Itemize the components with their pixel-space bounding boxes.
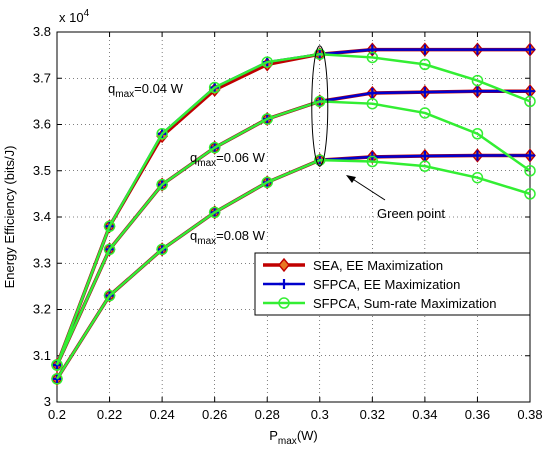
data-point-group1-circle-2 bbox=[156, 178, 168, 191]
legend-label-0: SEA, EE Maximization bbox=[313, 258, 443, 273]
y-multiplier: x 104 bbox=[59, 8, 90, 25]
y-axis-label: Energy Efficiency (bits/J) bbox=[2, 146, 17, 289]
x-tick-label: 0.36 bbox=[465, 407, 490, 422]
data-point-group2-circle-6 bbox=[366, 155, 379, 168]
data-point-group1-circle-9 bbox=[524, 165, 536, 177]
data-point-group1-circle-6 bbox=[366, 97, 379, 110]
data-point-group0-plus-7 bbox=[419, 44, 430, 55]
y-tick-label: 3.8 bbox=[33, 24, 51, 39]
qmax-label-0: qmax=0.04 W bbox=[108, 81, 184, 100]
y-tick-label: 3.4 bbox=[33, 209, 51, 224]
data-point-group0-circle-2 bbox=[156, 128, 168, 140]
y-tick-label: 3.2 bbox=[33, 302, 51, 317]
series-line-group2-circle bbox=[55, 158, 531, 380]
qmax-label-value: =0.04 W bbox=[134, 81, 184, 96]
green-point-label: Green point bbox=[377, 206, 445, 221]
axes: 0.2 0.22 0.24 0.26 0.28 0.3 0.32 0.34 0.36 0.38 3 3… bbox=[2, 8, 543, 447]
x-tick-label: 0.32 bbox=[360, 407, 385, 422]
data-point-group0-circle-6 bbox=[366, 51, 379, 64]
data-point-group0-circle-1 bbox=[103, 220, 116, 232]
qmax-label-sub: max bbox=[115, 89, 134, 100]
data-point-group2-plus-8 bbox=[472, 150, 483, 161]
qmax-label-main: q bbox=[108, 81, 115, 96]
data-point-group2-circle-7 bbox=[419, 160, 431, 172]
qmax-label-value: =0.06 W bbox=[216, 150, 266, 165]
x-tick-label: 0.34 bbox=[412, 407, 437, 422]
legend: SEA, EE Maximization SFPCA, EE Maximizati… bbox=[254, 252, 531, 316]
x-tick-label: 0.3 bbox=[311, 407, 329, 422]
grid bbox=[56, 31, 531, 403]
data-point-group2-circle-8 bbox=[471, 171, 484, 184]
qmax-label-1: qmax=0.06 W bbox=[190, 150, 266, 169]
x-tick-label: 0.24 bbox=[149, 407, 174, 422]
data-point-group0-circle-4 bbox=[261, 56, 273, 68]
data-point-group1-plus-7 bbox=[419, 87, 430, 98]
qmax-label-value: =0.08 W bbox=[216, 228, 266, 243]
data-point-group2-circle-2 bbox=[156, 243, 168, 256]
legend-swatch-marker-0 bbox=[278, 257, 290, 273]
data-point-group2-circle-0 bbox=[51, 373, 63, 385]
data-point-group1-plus-8 bbox=[472, 86, 483, 97]
data-point-group2-circle-1 bbox=[103, 289, 116, 302]
x-tick-label: 0.38 bbox=[517, 407, 542, 422]
data-point-group1-plus-6 bbox=[367, 88, 378, 99]
data-point-group2-circle-4 bbox=[261, 176, 273, 189]
annotation-arrow-line bbox=[347, 175, 386, 201]
qmax-label-sub: max bbox=[197, 158, 216, 169]
data-point-group2-plus-9 bbox=[525, 150, 535, 161]
y-tick-label: 3.1 bbox=[33, 348, 51, 363]
data-point-group1-circle-3 bbox=[208, 141, 221, 154]
qmax-label-2: qmax=0.08 W bbox=[190, 228, 266, 247]
legend-label-1: SFPCA, EE Maximization bbox=[313, 277, 460, 292]
data-point-group0-circle-5 bbox=[314, 48, 326, 60]
data-point-group2-plus-7 bbox=[419, 150, 430, 161]
series-layer bbox=[51, 42, 536, 386]
qmax-label-main: q bbox=[190, 228, 197, 243]
data-point-group0-plus-9 bbox=[525, 44, 535, 55]
data-point-group0-circle-9 bbox=[524, 95, 536, 108]
data-point-group2-circle-5 bbox=[314, 154, 326, 166]
green-point-ellipse bbox=[311, 45, 329, 167]
x-axis-label-main: P bbox=[269, 428, 278, 443]
legend-swatch-marker-1 bbox=[279, 279, 289, 289]
x-axis-label-unit: (W) bbox=[297, 428, 318, 443]
y-tick-label: 3 bbox=[44, 394, 51, 409]
data-point-group1-circle-1 bbox=[103, 243, 116, 256]
data-point-group1-circle-8 bbox=[471, 128, 484, 140]
series-line-group0-circle bbox=[55, 52, 531, 366]
x-tick-label: 0.22 bbox=[97, 407, 122, 422]
qmax-label-main: q bbox=[190, 150, 197, 165]
y-tick-label: 3.6 bbox=[33, 117, 51, 132]
y-tick-label: 3.5 bbox=[33, 163, 51, 178]
y-multiplier-exponent: 4 bbox=[84, 8, 90, 19]
legend-swatch-marker-2 bbox=[278, 297, 290, 309]
data-point-group1-circle-5 bbox=[314, 95, 326, 108]
x-axis-label: Pmax(W) bbox=[269, 428, 318, 447]
data-point-group0-circle-7 bbox=[419, 58, 431, 71]
data-point-group1-plus-9 bbox=[525, 86, 535, 97]
data-point-group1-circle-0 bbox=[51, 359, 63, 371]
series-line-group1-circle bbox=[55, 100, 531, 366]
x-tick-label: 0.26 bbox=[202, 407, 227, 422]
qmax-label-sub: max bbox=[197, 236, 216, 247]
annotation-arrow-head bbox=[346, 175, 356, 183]
data-point-group0-plus-8 bbox=[472, 44, 483, 55]
data-point-group2-circle-9 bbox=[524, 188, 536, 200]
data-point-group1-circle-7 bbox=[419, 107, 431, 119]
y-tick-label: 3.3 bbox=[33, 255, 51, 270]
x-axis-label-sub: max bbox=[278, 436, 297, 447]
x-tick-label: 0.2 bbox=[48, 407, 66, 422]
data-point-group2-circle-3 bbox=[208, 206, 221, 219]
x-tick-label: 0.28 bbox=[255, 407, 280, 422]
data-point-group0-circle-8 bbox=[471, 74, 484, 87]
data-point-group1-circle-4 bbox=[261, 113, 273, 125]
y-tick-label: 3.7 bbox=[33, 70, 51, 85]
data-point-group0-circle-3 bbox=[208, 81, 221, 94]
legend-label-2: SFPCA, Sum-rate Maximization bbox=[313, 296, 497, 311]
